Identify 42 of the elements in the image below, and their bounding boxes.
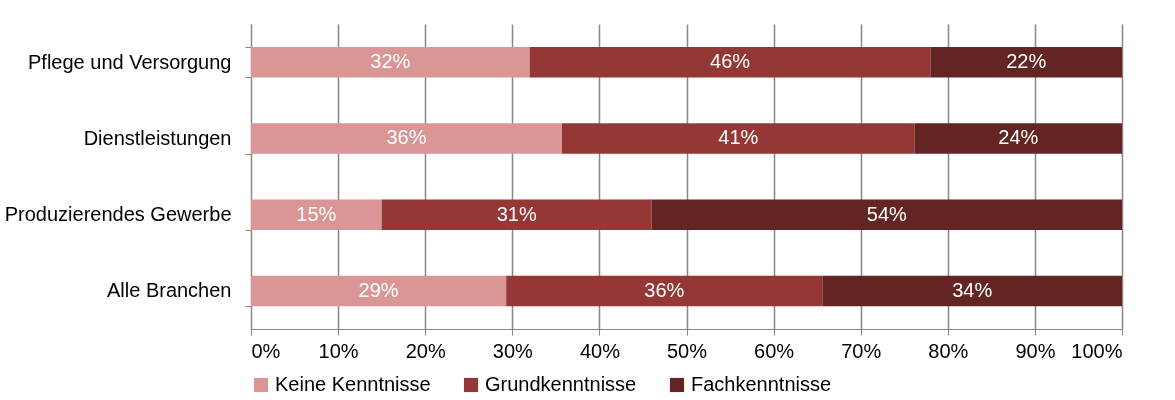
data-label: 36%	[386, 126, 427, 149]
y-tick-label: Dienstleistungen	[83, 126, 232, 149]
x-tick-label: 30%	[492, 339, 534, 362]
y-tick-label: Produzierendes Gewerbe	[4, 203, 232, 226]
data-label: 24%	[998, 126, 1039, 149]
data-label: 54%	[866, 202, 908, 225]
bar	[251, 275, 507, 307]
x-tick-label: 90%	[1015, 339, 1056, 362]
legend-label: Grundkenntnisse	[485, 373, 637, 395]
x-tick-label: 20%	[405, 339, 446, 362]
data-label: 31%	[496, 202, 537, 225]
x-tick-label: 70%	[841, 339, 882, 362]
x-tick-label: 60%	[754, 339, 795, 362]
x-tick-label: 100%	[1071, 339, 1123, 362]
bar	[506, 275, 823, 307]
y-tick-label: Pflege und Versorgung	[28, 50, 232, 73]
legend-label: Keine Kenntnisse	[275, 373, 431, 395]
bar	[914, 123, 1122, 154]
bar	[930, 46, 1122, 78]
bar	[651, 199, 1122, 230]
x-tick-label: 80%	[928, 339, 969, 362]
bar	[251, 46, 530, 78]
data-label: 36%	[644, 278, 685, 301]
y-tick-label: Alle Branchen	[106, 279, 232, 302]
data-label: 29%	[358, 278, 399, 301]
data-label: 41%	[718, 126, 759, 149]
x-tick-label: 0%	[251, 339, 281, 362]
bar	[822, 275, 1122, 307]
data-label: 22%	[1006, 50, 1047, 73]
data-label: 32%	[370, 50, 411, 73]
data-label: 34%	[952, 278, 993, 301]
x-tick-label: 10%	[318, 339, 359, 362]
legend-label: Fachkenntnisse	[691, 373, 832, 395]
x-tick-label: 40%	[579, 339, 621, 362]
bar	[251, 199, 382, 230]
bar	[529, 46, 931, 78]
data-label: 46%	[710, 50, 751, 73]
data-label: 15%	[296, 202, 337, 225]
x-tick-label: 50%	[666, 339, 708, 362]
bar	[381, 199, 652, 230]
bar	[251, 123, 562, 154]
bar	[561, 123, 915, 154]
